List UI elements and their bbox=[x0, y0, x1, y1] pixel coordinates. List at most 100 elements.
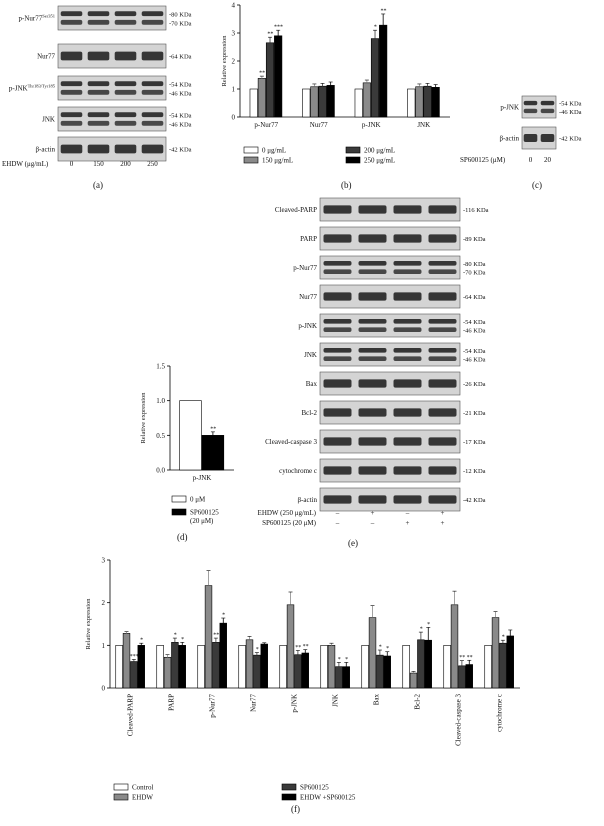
y-tick-label: 1.5 bbox=[156, 363, 165, 371]
blot-band bbox=[323, 495, 352, 504]
blot-band bbox=[60, 19, 83, 25]
panel-f-letter: (f) bbox=[291, 804, 300, 814]
panel-e-kda-label: -64 KDa bbox=[463, 294, 486, 301]
blot-band bbox=[114, 89, 137, 95]
panel-e-blot-4 bbox=[319, 313, 461, 338]
y-axis-label: Relative expression bbox=[85, 598, 92, 650]
bar bbox=[179, 400, 202, 471]
panel-f: 0 1 2 3 Relative expression *** * Cleaved-PARP *… bbox=[0, 548, 604, 826]
panel-a-treatment-label: EHDW (μg/mL) bbox=[2, 160, 49, 168]
blot-band bbox=[393, 356, 422, 361]
panel-e-row-label: β-actin bbox=[298, 496, 318, 504]
panel-a-dose: 200 bbox=[120, 160, 131, 168]
panel-c-row-label: p-JNK bbox=[500, 104, 519, 112]
panel-a-blot-0 bbox=[57, 5, 167, 31]
bar bbox=[484, 645, 492, 689]
significance-label: * bbox=[256, 647, 259, 653]
blot-membrane bbox=[319, 342, 461, 367]
panel-a-kda-label: -80 KDa bbox=[169, 11, 192, 18]
blot-band bbox=[358, 234, 387, 243]
blot-band bbox=[393, 319, 422, 324]
panel-e-kda-label: -26 KDa bbox=[463, 381, 486, 388]
panel-a-dose: 250 bbox=[147, 160, 158, 168]
bar bbox=[201, 435, 225, 471]
y-tick-label: 1.0 bbox=[156, 397, 165, 405]
panel-f-legend-swatch bbox=[281, 793, 297, 801]
panel-d-legend-swatch bbox=[171, 508, 187, 516]
panel-f-legend-swatch bbox=[281, 783, 297, 791]
blot-membrane bbox=[319, 197, 461, 222]
blot-band bbox=[323, 408, 352, 417]
blot-band bbox=[428, 495, 457, 504]
bar bbox=[310, 86, 319, 118]
blot-membrane bbox=[521, 95, 557, 119]
blot-band bbox=[358, 379, 387, 388]
bar bbox=[376, 654, 384, 689]
panel-c-kda-label: -42 KDa bbox=[559, 136, 582, 143]
x-tick-label: Cleaved-caspase 3 bbox=[455, 694, 463, 746]
x-tick-label: cytochrome c bbox=[496, 694, 504, 732]
blot-band bbox=[393, 327, 422, 332]
panel-e-blot-9 bbox=[319, 458, 461, 483]
bar bbox=[379, 24, 388, 118]
y-tick-label: 3 bbox=[232, 30, 236, 38]
panel-b-letter: (b) bbox=[341, 180, 352, 190]
panel-e-treatment-sign: + bbox=[441, 519, 445, 527]
blot-membrane bbox=[57, 75, 167, 101]
x-tick-label: Cleaved-PARP bbox=[127, 694, 135, 736]
y-tick-label: 4 bbox=[232, 2, 236, 10]
blot-band bbox=[323, 356, 352, 361]
bar bbox=[137, 645, 145, 689]
y-axis-label: Relative expression bbox=[221, 35, 228, 87]
blot-membrane bbox=[319, 429, 461, 454]
panel-e-kda-label: -17 KDa bbox=[463, 439, 486, 446]
blot-band bbox=[358, 348, 387, 353]
panel-a-blot-1 bbox=[57, 43, 167, 69]
panel-b-legend-swatch bbox=[243, 156, 259, 164]
bar bbox=[423, 85, 432, 118]
panel-c-row-label: β-actin bbox=[500, 135, 520, 143]
panel-d-legend-label: SP600125 bbox=[190, 509, 219, 517]
significance-label: * bbox=[345, 657, 348, 663]
bar bbox=[368, 617, 377, 689]
bar bbox=[431, 87, 440, 118]
bar bbox=[362, 82, 371, 118]
bar bbox=[370, 38, 380, 118]
significance-label: * bbox=[379, 645, 382, 651]
blot-band bbox=[114, 81, 137, 87]
blot-band bbox=[60, 120, 83, 126]
bar bbox=[274, 35, 283, 118]
panel-a-kda-label: -70 KDa bbox=[169, 20, 192, 27]
blot-band bbox=[60, 51, 83, 61]
panel-a-row-label: p-Nur77Ser351 bbox=[19, 14, 55, 23]
panel-c-blots: p-JNK -54 KDa-46 KDa β-actin -42 KDa SP60012… bbox=[460, 95, 582, 164]
panel-e-row-label: Bcl-2 bbox=[301, 409, 317, 417]
panel-d-letter: (d) bbox=[177, 532, 188, 542]
x-tick-label: p-JNK bbox=[193, 474, 212, 482]
panel-e-blot-5 bbox=[319, 342, 461, 367]
panel-e-row-label: Cleaved-caspase 3 bbox=[265, 438, 317, 446]
panel-a-row-label: β-actin bbox=[36, 146, 56, 154]
panel-a-kda-label: -54 KDa bbox=[169, 81, 192, 88]
blot-band bbox=[87, 81, 110, 87]
blot-band bbox=[523, 134, 538, 142]
blot-band bbox=[428, 261, 457, 266]
bar bbox=[458, 665, 466, 689]
significance-label: * bbox=[374, 25, 377, 31]
blot-band bbox=[358, 466, 387, 475]
blot-band bbox=[428, 408, 457, 417]
blot-membrane bbox=[319, 313, 461, 338]
blot-band bbox=[114, 120, 137, 126]
bar bbox=[171, 642, 179, 689]
panel-f-legend-label: EHDW bbox=[132, 794, 153, 802]
blot-membrane bbox=[57, 5, 167, 31]
panel-b-legend-swatch bbox=[345, 156, 361, 164]
panel-f-legend-swatch bbox=[113, 783, 129, 791]
x-tick-label: PARP bbox=[168, 694, 176, 711]
bar bbox=[506, 635, 514, 689]
panel-e-blot-2 bbox=[319, 255, 461, 280]
panel-e-treatment-sign: + bbox=[371, 509, 375, 517]
panel-e-kda-label: -116 KDa bbox=[463, 207, 489, 214]
significance-label: ** bbox=[303, 644, 309, 650]
